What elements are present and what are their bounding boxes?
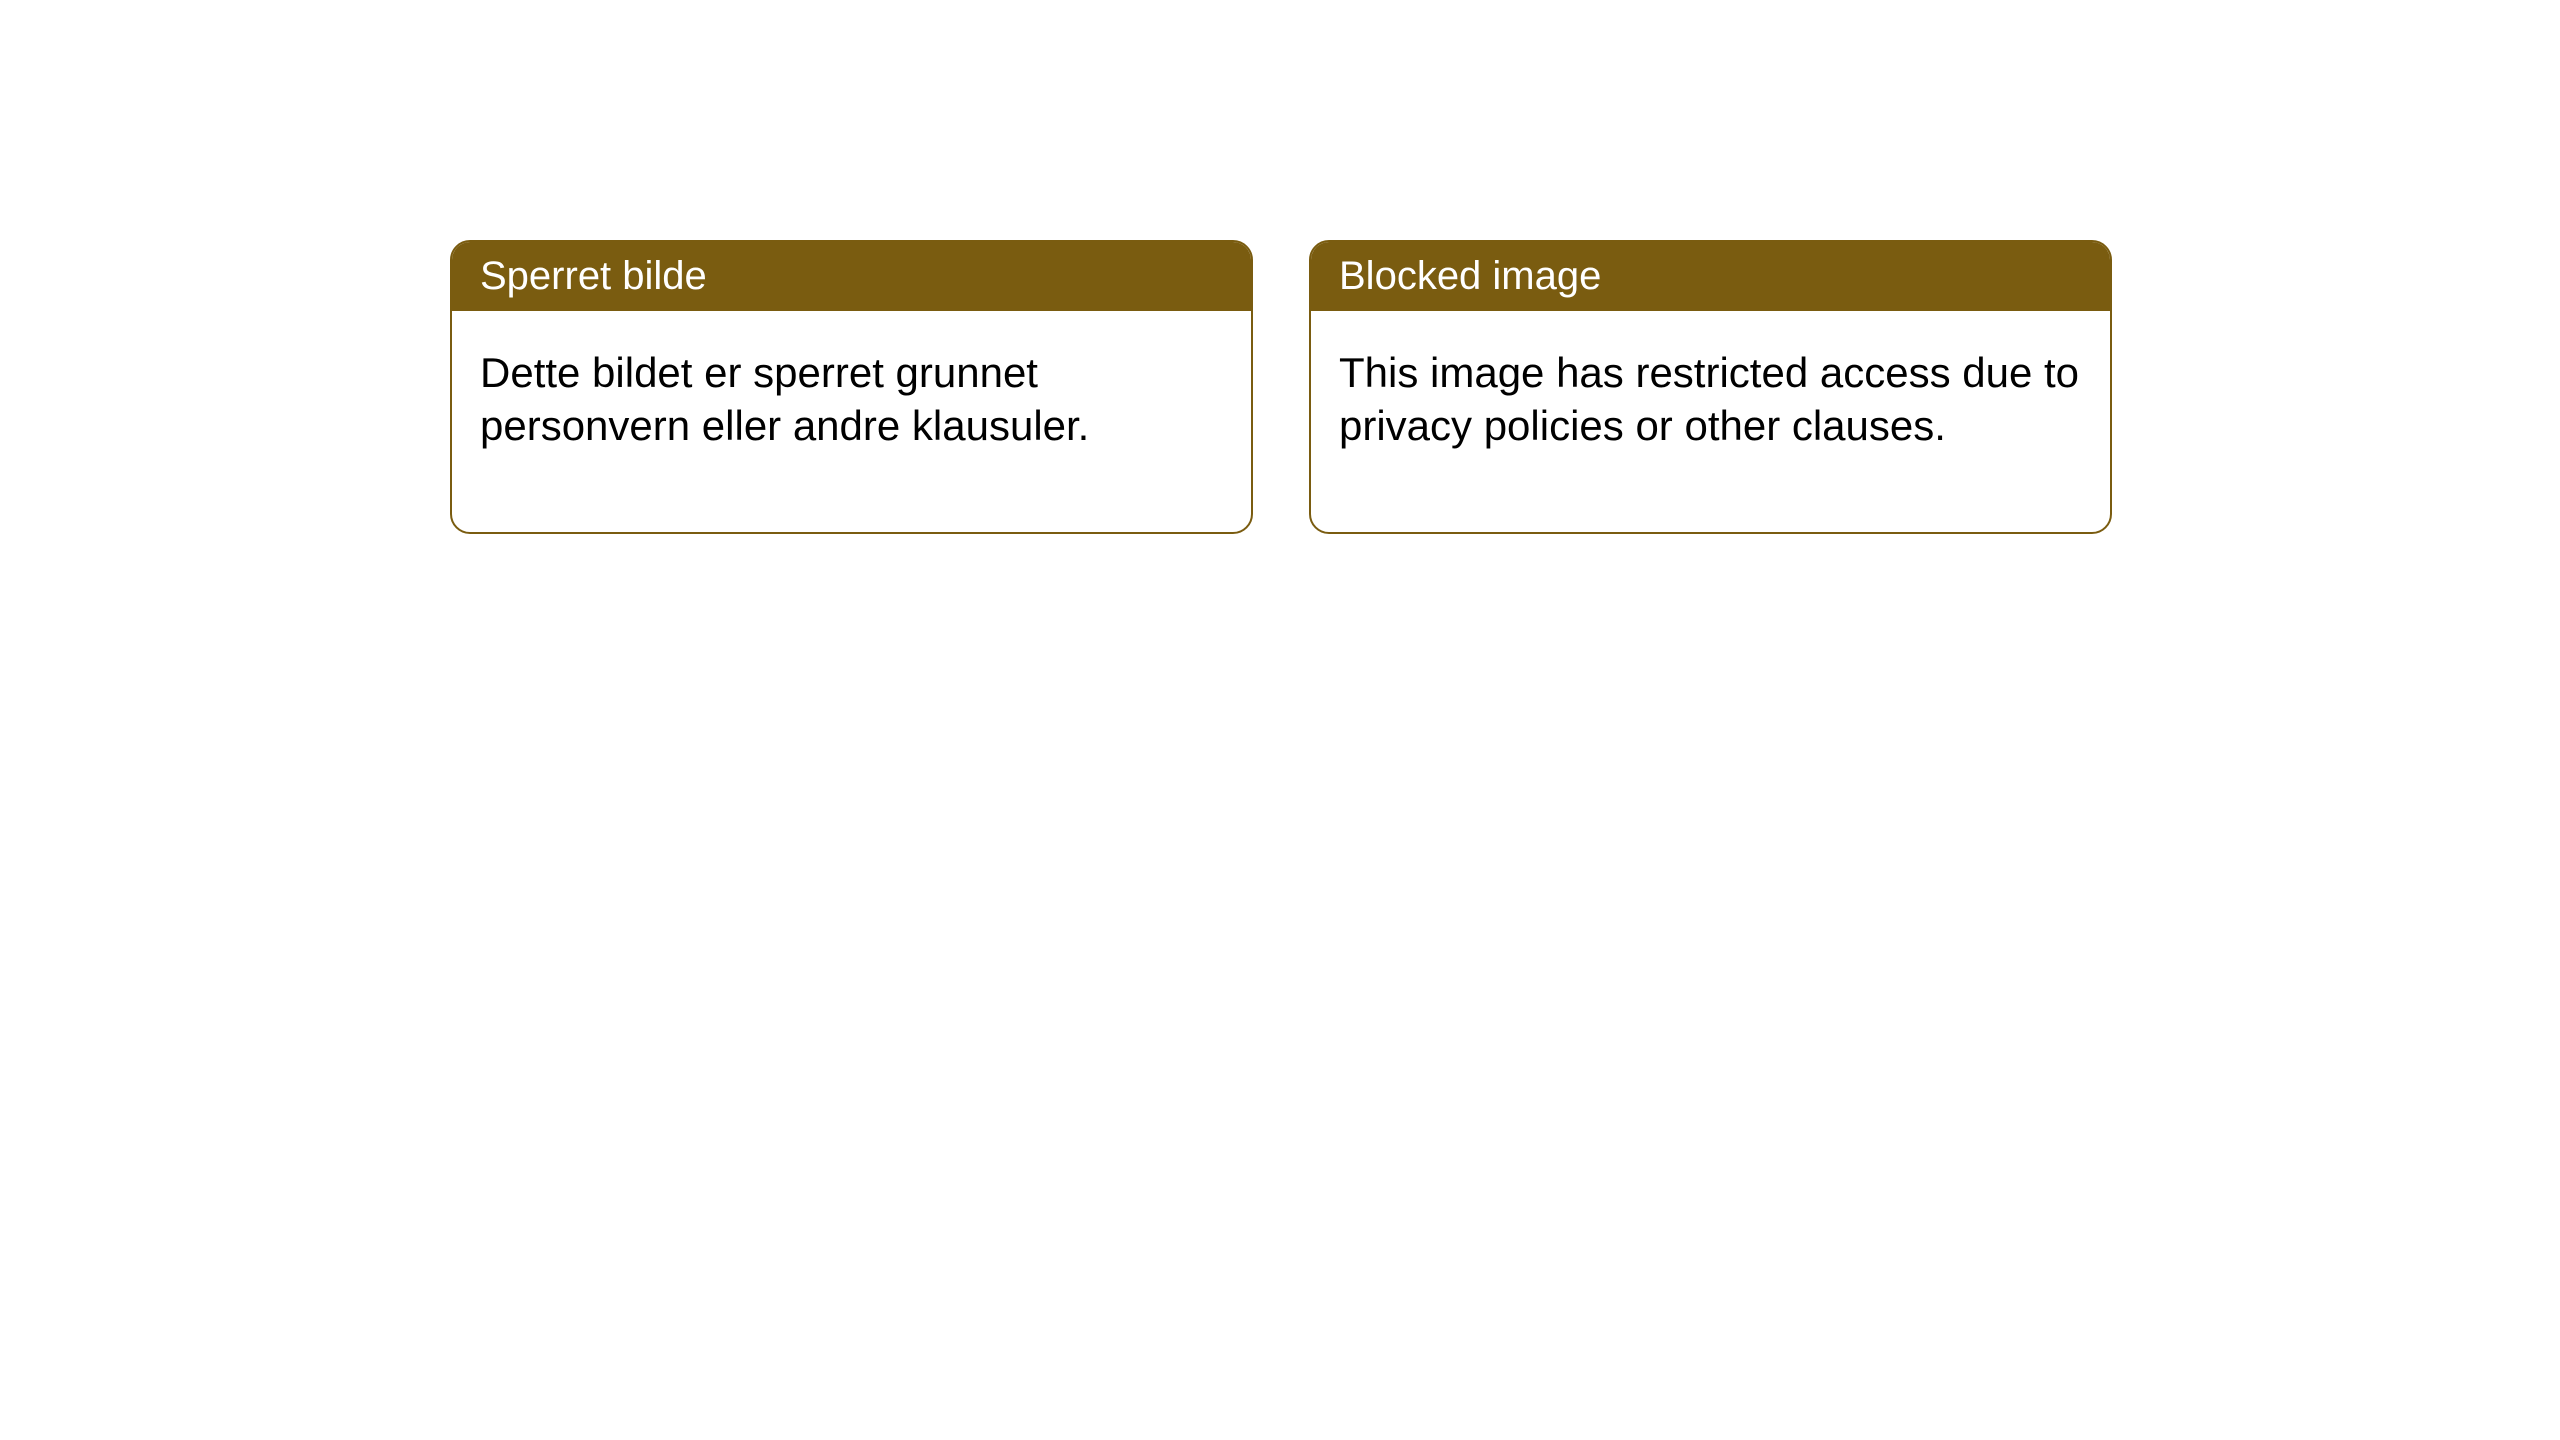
card-header-no: Sperret bilde [452, 242, 1251, 311]
card-header-en: Blocked image [1311, 242, 2110, 311]
blocked-image-card-en: Blocked image This image has restricted … [1309, 240, 2112, 534]
card-body-no: Dette bildet er sperret grunnet personve… [452, 311, 1251, 532]
cards-container: Sperret bilde Dette bildet er sperret gr… [450, 240, 2112, 534]
card-body-en: This image has restricted access due to … [1311, 311, 2110, 532]
blocked-image-card-no: Sperret bilde Dette bildet er sperret gr… [450, 240, 1253, 534]
